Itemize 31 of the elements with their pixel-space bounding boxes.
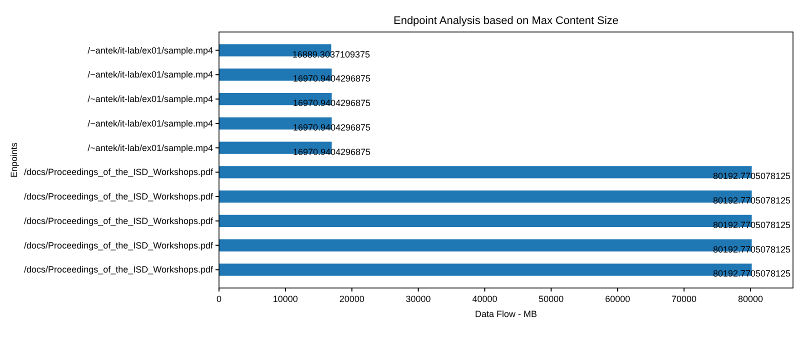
x-tick-label: 50000	[538, 294, 564, 304]
x-tick-label: 80000	[738, 294, 763, 304]
data-label: 16970.9404296875	[292, 98, 371, 108]
data-label: 16970.9404296875	[292, 146, 371, 157]
y-tick-label: /~antek/it-lab/ex01/sample.mp4	[88, 70, 213, 80]
data-label: 80192.7705078125	[712, 196, 791, 206]
data-label: 80192.7705078125	[712, 244, 791, 254]
data-label: 80192.7705078125	[712, 268, 791, 279]
x-tick-label: 10000	[272, 294, 298, 304]
chart-title: Endpoint Analysis based on Max Content Size	[393, 15, 619, 27]
x-axis-title: Data Flow - MB	[474, 309, 538, 319]
y-tick-label: /docs/Proceedings_of_the_ISD_Workshops.pdf	[24, 192, 214, 202]
y-tick-label: /docs/Proceedings_of_the_ISD_Workshops.pdf	[24, 264, 214, 275]
x-tick-label: 60000	[605, 294, 630, 304]
x-tick-label: 30000	[406, 294, 431, 304]
x-tick-label: 20000	[339, 294, 364, 304]
x-tick-label: 70000	[672, 294, 697, 304]
y-tick-label: /~antek/it-lab/ex01/sample.mp4	[88, 142, 213, 153]
y-tick-label: /~antek/it-lab/ex01/sample.mp4	[88, 94, 213, 104]
x-tick-label: 0	[216, 294, 222, 304]
y-tick-label: /~antek/it-lab/ex01/sample.mp4	[88, 118, 213, 128]
y-tick-label: /docs/Proceedings_of_the_ISD_Workshops.pdf	[24, 216, 214, 226]
data-label: 80192.7705078125	[712, 220, 791, 230]
y-axis-title: Enpoints	[9, 142, 19, 178]
y-tick-label: /~antek/it-lab/ex01/sample.mp4	[88, 45, 213, 56]
x-tick-label: 40000	[472, 294, 498, 304]
y-tick-label: /docs/Proceedings_of_the_ISD_Workshops.pdf	[24, 167, 214, 178]
data-label: 16970.9404296875	[292, 122, 371, 132]
y-tick-label: /docs/Proceedings_of_the_ISD_Workshops.pdf	[24, 240, 214, 250]
data-label: 80192.7705078125	[712, 171, 791, 182]
data-label: 16970.9404296875	[292, 74, 371, 84]
